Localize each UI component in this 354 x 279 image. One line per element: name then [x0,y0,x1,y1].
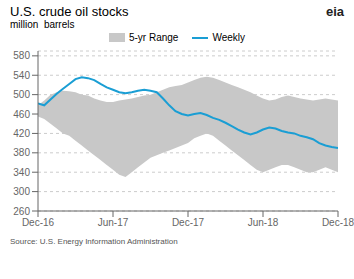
svg-text:260: 260 [13,206,30,217]
svg-text:500: 500 [13,89,30,100]
svg-text:540: 540 [13,70,30,81]
svg-text:580: 580 [13,50,30,61]
svg-text:Dec-18: Dec-18 [322,217,346,228]
svg-text:300: 300 [13,186,30,197]
svg-text:340: 340 [13,167,30,178]
svg-text:Dec-16: Dec-16 [22,217,55,228]
svg-text:Jun-17: Jun-17 [98,217,129,228]
svg-text:380: 380 [13,147,30,158]
html-text:5-yr Range: 5-yr Range [129,32,179,43]
html-text:U.S. crude oil stocks: U.S. crude oil stocks [10,4,129,19]
svg-text:Jun-18: Jun-18 [248,217,279,228]
html-text:eia: eia [325,4,344,19]
svg-text:Dec-17: Dec-17 [172,217,205,228]
html-text:Source: U.S. Energy Informatio: Source: U.S. Energy Information Administ… [10,237,178,246]
svg-text:460: 460 [13,109,30,120]
svg-text:420: 420 [13,128,30,139]
html-text:million barrels: million barrels [10,19,75,30]
html-text:Weekly: Weekly [212,32,245,43]
